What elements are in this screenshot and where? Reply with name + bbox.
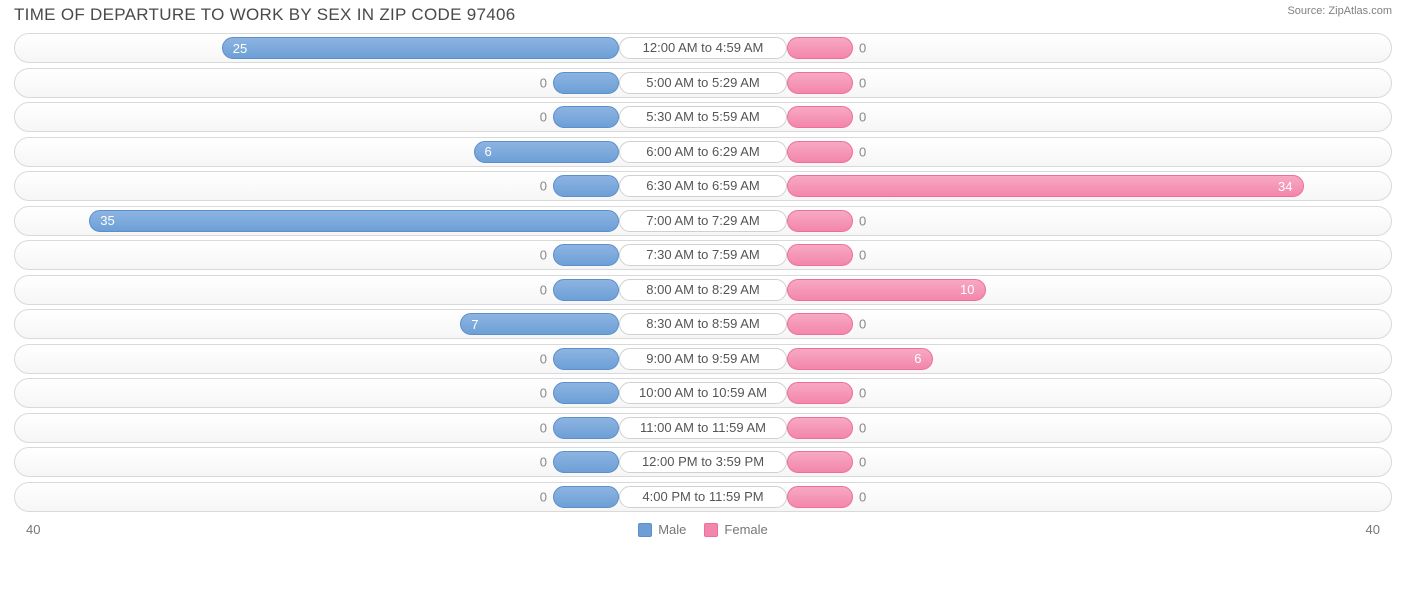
female-value-inside: 10 bbox=[950, 282, 984, 297]
female-bar bbox=[787, 37, 853, 59]
female-value-outside: 0 bbox=[859, 144, 866, 159]
row-time-label: 5:00 AM to 5:29 AM bbox=[619, 72, 787, 94]
chart-row: 8:00 AM to 8:29 AM 0 10 bbox=[14, 275, 1392, 305]
male-bar bbox=[553, 348, 619, 370]
chart-row: 12:00 PM to 3:59 PM 0 0 bbox=[14, 447, 1392, 477]
female-value-outside: 0 bbox=[859, 420, 866, 435]
female-bar bbox=[787, 210, 853, 232]
male-bar: 35 bbox=[89, 210, 619, 232]
male-value-outside: 0 bbox=[540, 75, 547, 90]
row-time-label: 12:00 AM to 4:59 AM bbox=[619, 37, 787, 59]
male-value-outside: 0 bbox=[540, 420, 547, 435]
row-time-label: 10:00 AM to 10:59 AM bbox=[619, 382, 787, 404]
chart-row: 8:30 AM to 8:59 AM 7 0 bbox=[14, 309, 1392, 339]
female-bar bbox=[787, 486, 853, 508]
male-bar bbox=[553, 382, 619, 404]
female-bar bbox=[787, 451, 853, 473]
legend-item-female: Female bbox=[704, 522, 767, 537]
chart-footer: 40 Male Female 40 bbox=[0, 520, 1406, 545]
chart-row: 11:00 AM to 11:59 AM 0 0 bbox=[14, 413, 1392, 443]
female-value-outside: 0 bbox=[859, 110, 866, 125]
male-value-inside: 6 bbox=[475, 144, 502, 159]
chart-row: 9:00 AM to 9:59 AM 0 6 bbox=[14, 344, 1392, 374]
row-time-label: 8:00 AM to 8:29 AM bbox=[619, 279, 787, 301]
female-bar bbox=[787, 417, 853, 439]
row-time-label: 8:30 AM to 8:59 AM bbox=[619, 313, 787, 335]
chart-source: Source: ZipAtlas.com bbox=[1287, 5, 1392, 17]
female-bar bbox=[787, 106, 853, 128]
male-bar bbox=[553, 451, 619, 473]
female-bar: 34 bbox=[787, 175, 1304, 197]
female-bar: 6 bbox=[787, 348, 933, 370]
legend-male-label: Male bbox=[658, 522, 686, 537]
male-value-inside: 25 bbox=[223, 41, 257, 56]
female-value-outside: 0 bbox=[859, 455, 866, 470]
row-time-label: 5:30 AM to 5:59 AM bbox=[619, 106, 787, 128]
chart-row: 7:30 AM to 7:59 AM 0 0 bbox=[14, 240, 1392, 270]
row-time-label: 9:00 AM to 9:59 AM bbox=[619, 348, 787, 370]
female-bar bbox=[787, 141, 853, 163]
female-bar bbox=[787, 313, 853, 335]
legend-item-male: Male bbox=[638, 522, 686, 537]
male-value-outside: 0 bbox=[540, 248, 547, 263]
chart-row: 7:00 AM to 7:29 AM 35 0 bbox=[14, 206, 1392, 236]
female-bar bbox=[787, 244, 853, 266]
male-bar bbox=[553, 279, 619, 301]
male-value-outside: 0 bbox=[540, 489, 547, 504]
female-value-outside: 0 bbox=[859, 317, 866, 332]
male-value-outside: 0 bbox=[540, 179, 547, 194]
row-time-label: 12:00 PM to 3:59 PM bbox=[619, 451, 787, 473]
row-time-label: 7:30 AM to 7:59 AM bbox=[619, 244, 787, 266]
chart-container: TIME OF DEPARTURE TO WORK BY SEX IN ZIP … bbox=[0, 0, 1406, 545]
legend-female-label: Female bbox=[724, 522, 767, 537]
male-value-outside: 0 bbox=[540, 386, 547, 401]
chart-area: 12:00 AM to 4:59 AM2505:00 AM to 5:29 AM… bbox=[0, 33, 1406, 520]
male-bar bbox=[553, 175, 619, 197]
female-value-inside: 34 bbox=[1268, 179, 1302, 194]
female-bar bbox=[787, 382, 853, 404]
male-value-outside: 0 bbox=[540, 455, 547, 470]
male-value-outside: 0 bbox=[540, 351, 547, 366]
female-value-inside: 6 bbox=[904, 351, 931, 366]
female-value-outside: 0 bbox=[859, 386, 866, 401]
row-time-label: 11:00 AM to 11:59 AM bbox=[619, 417, 787, 439]
chart-row: 10:00 AM to 10:59 AM 0 0 bbox=[14, 378, 1392, 408]
chart-row: 12:00 AM to 4:59 AM 25 0 bbox=[14, 33, 1392, 63]
male-bar bbox=[553, 486, 619, 508]
female-swatch bbox=[704, 523, 718, 537]
female-value-outside: 0 bbox=[859, 75, 866, 90]
male-bar: 6 bbox=[474, 141, 620, 163]
female-bar: 10 bbox=[787, 279, 986, 301]
chart-row: 5:00 AM to 5:29 AM 0 0 bbox=[14, 68, 1392, 98]
row-time-label: 4:00 PM to 11:59 PM bbox=[619, 486, 787, 508]
male-swatch bbox=[638, 523, 652, 537]
male-value-inside: 7 bbox=[461, 317, 488, 332]
chart-header: TIME OF DEPARTURE TO WORK BY SEX IN ZIP … bbox=[0, 0, 1406, 33]
chart-title: TIME OF DEPARTURE TO WORK BY SEX IN ZIP … bbox=[14, 5, 516, 25]
female-bar bbox=[787, 72, 853, 94]
axis-right-max: 40 bbox=[1366, 522, 1380, 537]
chart-row: 4:00 PM to 11:59 PM 0 0 bbox=[14, 482, 1392, 512]
chart-row: 6:00 AM to 6:29 AM 6 0 bbox=[14, 137, 1392, 167]
male-bar: 7 bbox=[460, 313, 619, 335]
row-time-label: 6:30 AM to 6:59 AM bbox=[619, 175, 787, 197]
row-time-label: 7:00 AM to 7:29 AM bbox=[619, 210, 787, 232]
legend: Male Female bbox=[638, 522, 768, 537]
female-value-outside: 0 bbox=[859, 41, 866, 56]
male-value-outside: 0 bbox=[540, 282, 547, 297]
male-bar bbox=[553, 417, 619, 439]
male-value-outside: 0 bbox=[540, 110, 547, 125]
female-value-outside: 0 bbox=[859, 489, 866, 504]
row-time-label: 6:00 AM to 6:29 AM bbox=[619, 141, 787, 163]
chart-row: 5:30 AM to 5:59 AM 0 0 bbox=[14, 102, 1392, 132]
male-bar bbox=[553, 72, 619, 94]
female-value-outside: 0 bbox=[859, 213, 866, 228]
male-value-inside: 35 bbox=[90, 213, 124, 228]
male-bar bbox=[553, 106, 619, 128]
male-bar bbox=[553, 244, 619, 266]
female-value-outside: 0 bbox=[859, 248, 866, 263]
axis-left-max: 40 bbox=[26, 522, 40, 537]
chart-row: 6:30 AM to 6:59 AM 0 34 bbox=[14, 171, 1392, 201]
male-bar: 25 bbox=[222, 37, 619, 59]
